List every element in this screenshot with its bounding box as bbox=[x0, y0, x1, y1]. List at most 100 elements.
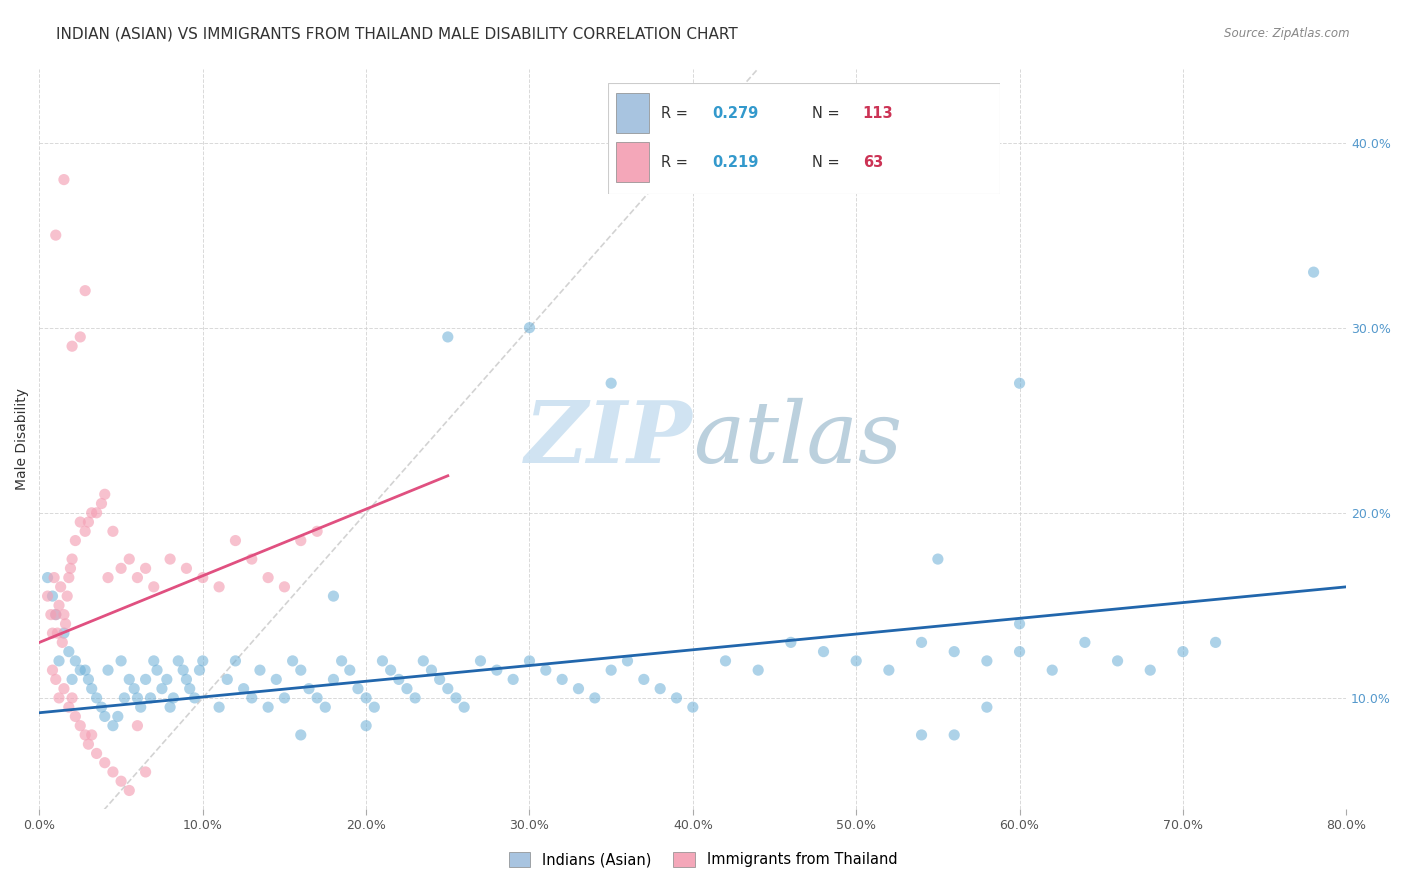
Point bbox=[1139, 663, 1161, 677]
Point bbox=[60, 673, 83, 687]
Point bbox=[395, 681, 418, 696]
Point bbox=[1171, 645, 1194, 659]
Legend: Indians (Asian), Immigrants from Thailand: Indians (Asian), Immigrants from Thailan… bbox=[499, 843, 907, 876]
Point bbox=[567, 681, 589, 696]
Point bbox=[519, 320, 541, 334]
Point bbox=[77, 673, 100, 687]
Point bbox=[69, 330, 91, 344]
Point bbox=[436, 330, 458, 344]
Point bbox=[77, 515, 100, 529]
Point bbox=[845, 654, 868, 668]
Point bbox=[273, 690, 295, 705]
Point bbox=[429, 673, 451, 687]
Point bbox=[183, 690, 205, 705]
Point bbox=[714, 654, 737, 668]
Point bbox=[877, 663, 900, 677]
Point bbox=[48, 690, 70, 705]
Point bbox=[354, 719, 377, 733]
Point bbox=[453, 700, 475, 714]
Point bbox=[273, 580, 295, 594]
Point bbox=[240, 690, 263, 705]
Point bbox=[41, 589, 63, 603]
Point bbox=[77, 737, 100, 751]
Point bbox=[485, 663, 508, 677]
Point bbox=[910, 728, 932, 742]
Text: INDIAN (ASIAN) VS IMMIGRANTS FROM THAILAND MALE DISABILITY CORRELATION CHART: INDIAN (ASIAN) VS IMMIGRANTS FROM THAILA… bbox=[56, 27, 738, 42]
Point bbox=[290, 728, 312, 742]
Point bbox=[779, 635, 801, 649]
Point bbox=[52, 626, 75, 640]
Point bbox=[179, 681, 201, 696]
Point bbox=[101, 719, 124, 733]
Point bbox=[436, 681, 458, 696]
Point bbox=[58, 645, 80, 659]
Point bbox=[502, 673, 524, 687]
Point bbox=[65, 709, 87, 723]
Point bbox=[51, 635, 73, 649]
Point bbox=[45, 228, 67, 243]
Point bbox=[380, 663, 402, 677]
Point bbox=[48, 654, 70, 668]
Point bbox=[65, 654, 87, 668]
Point bbox=[90, 497, 112, 511]
Point bbox=[69, 663, 91, 677]
Point bbox=[48, 599, 70, 613]
Point bbox=[927, 552, 949, 566]
Point bbox=[307, 524, 329, 539]
Point bbox=[682, 700, 704, 714]
Point bbox=[60, 339, 83, 353]
Point bbox=[101, 764, 124, 779]
Point bbox=[118, 673, 141, 687]
Point bbox=[1302, 265, 1324, 279]
Point bbox=[167, 654, 190, 668]
Point bbox=[135, 764, 157, 779]
Point bbox=[281, 654, 304, 668]
Point bbox=[976, 700, 998, 714]
Point bbox=[65, 533, 87, 548]
Point bbox=[290, 663, 312, 677]
Point bbox=[41, 663, 63, 677]
Point bbox=[224, 654, 246, 668]
Point bbox=[813, 645, 835, 659]
Point bbox=[600, 663, 623, 677]
Point bbox=[747, 663, 769, 677]
Point bbox=[217, 673, 239, 687]
Point bbox=[1040, 663, 1063, 677]
Point bbox=[943, 645, 966, 659]
Point bbox=[45, 607, 67, 622]
Point bbox=[97, 571, 120, 585]
Point bbox=[46, 626, 69, 640]
Point bbox=[650, 681, 672, 696]
Point bbox=[39, 607, 62, 622]
Point bbox=[322, 673, 344, 687]
Point bbox=[322, 589, 344, 603]
Point bbox=[37, 589, 59, 603]
Point bbox=[266, 673, 288, 687]
Point bbox=[371, 654, 394, 668]
Point bbox=[159, 552, 181, 566]
Point bbox=[118, 552, 141, 566]
Point bbox=[80, 728, 103, 742]
Point bbox=[58, 571, 80, 585]
Point bbox=[314, 700, 336, 714]
Point bbox=[240, 552, 263, 566]
Point bbox=[94, 487, 117, 501]
Point bbox=[191, 571, 214, 585]
Point bbox=[156, 673, 179, 687]
Point bbox=[1107, 654, 1129, 668]
Point bbox=[224, 533, 246, 548]
Point bbox=[910, 635, 932, 649]
Point bbox=[97, 663, 120, 677]
Point bbox=[129, 700, 152, 714]
Point bbox=[42, 571, 65, 585]
Point bbox=[146, 663, 169, 677]
Y-axis label: Male Disability: Male Disability bbox=[15, 388, 30, 490]
Point bbox=[412, 654, 434, 668]
Point bbox=[45, 607, 67, 622]
Point bbox=[80, 681, 103, 696]
Point bbox=[551, 673, 574, 687]
Point bbox=[298, 681, 321, 696]
Point bbox=[80, 506, 103, 520]
Point bbox=[257, 571, 280, 585]
Point bbox=[162, 690, 184, 705]
